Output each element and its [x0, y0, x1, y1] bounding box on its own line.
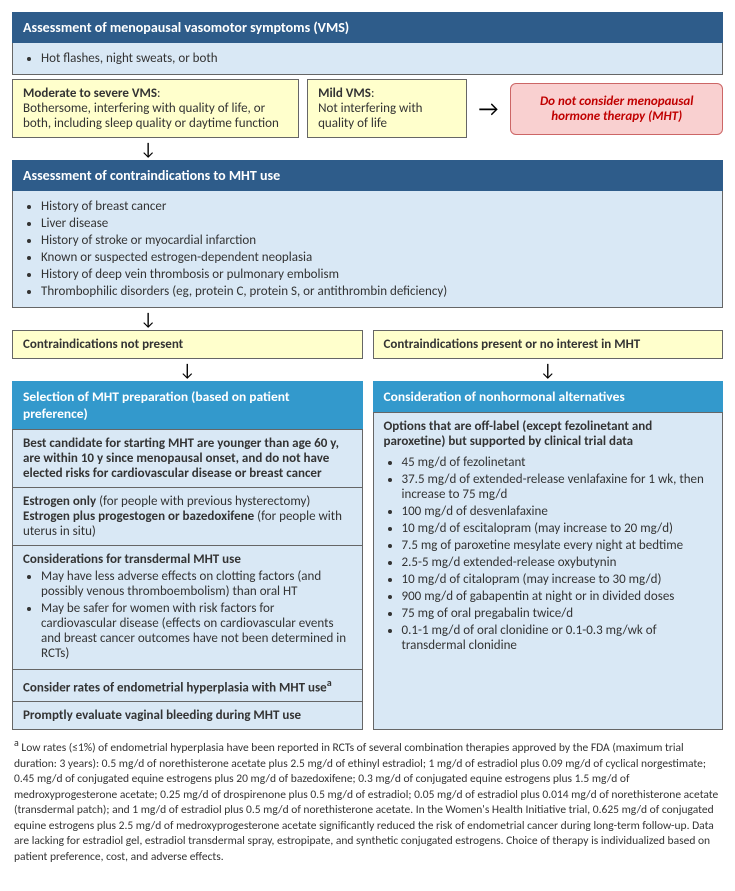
branch-right-label: Contraindications present or no interest… [373, 330, 724, 359]
estrogen-only-bold: Estrogen only [23, 494, 96, 509]
do-not-consider-box: Do not consider menopausal hormone thera… [510, 83, 723, 135]
moderate-vms-box: Moderate to severe VMS: Bothersome, inte… [12, 79, 299, 138]
best-candidate-cell: Best candidate for starting MHT are youn… [12, 429, 363, 488]
estrogen-plus-bold: Estrogen plus progestogen or bazedoxifen… [23, 509, 254, 524]
footnote-text: Low rates (≤1%) of endometrial hyperplas… [14, 741, 718, 864]
footnote-marker: a [14, 736, 19, 749]
list-item: History of breast cancer [41, 199, 712, 214]
nonhormonal-intro: Options that are off-label (except fezol… [384, 419, 713, 449]
moderate-label: Moderate to severe VMS [23, 86, 157, 101]
mild-vms-box: Mild VMS: Not interfering with quality o… [307, 79, 466, 138]
list-item: May have less adverse effects on clottin… [41, 569, 352, 599]
estrogen-cell: Estrogen only (for people with previous … [12, 488, 363, 546]
arrow-right-icon: → [475, 79, 503, 138]
left-panel-header: Selection of MHT preparation (based on p… [12, 381, 363, 429]
footnote-marker: a [327, 676, 332, 689]
mild-desc: Not interfering with quality of life [318, 101, 422, 131]
vaginal-cell: Promptly evaluate vaginal bleeding durin… [12, 702, 363, 730]
endometrial-text: Consider rates of endometrial hyperplasi… [23, 680, 327, 695]
list-item: History of deep vein thrombosis or pulmo… [41, 267, 712, 282]
list-item: 7.5 mg of paroxetine mesylate every nigh… [402, 538, 713, 553]
list-item: 37.5 mg/d of extended-release venlafaxin… [402, 472, 713, 502]
nonhormonal-cell: Options that are off-label (except fezol… [373, 412, 724, 730]
step2-list: History of breast cancer Liver disease His… [12, 191, 723, 308]
endometrial-cell: Consider rates of endometrial hyperplasi… [12, 670, 363, 702]
list-item: May be safer for women with risk factors… [41, 601, 352, 661]
arrow-down-icon: ↓ [12, 361, 363, 379]
list-item: Thrombophilic disorders (eg, protein C, … [41, 284, 712, 299]
estrogen-only-paren: (for people with previous hysterectomy) [96, 494, 310, 509]
right-panel-header: Consideration of nonhormonal alternative… [373, 381, 724, 412]
list-item: 45 mg/d of fezolinetant [402, 455, 713, 470]
list-item: Known or suspected estrogen-dependent ne… [41, 250, 712, 265]
list-item: 0.1-1 mg/d of oral clonidine or 0.1-0.3 … [402, 623, 713, 653]
footnote: a Low rates (≤1%) of endometrial hyperpl… [12, 736, 723, 865]
list-item: Liver disease [41, 216, 712, 231]
mild-label: Mild VMS [318, 86, 371, 101]
arrow-down-icon: ↓ [140, 140, 723, 158]
step1-symptoms: Hot flashes, night sweats, or both [12, 43, 723, 75]
arrow-down-icon: ↓ [140, 310, 723, 328]
moderate-desc: Bothersome, interfering with quality of … [23, 101, 279, 131]
list-item: 100 mg/d of desvenlafaxine [402, 504, 713, 519]
list-item: 2.5-5 mg/d extended-release oxybutynin [402, 555, 713, 570]
transdermal-heading: Considerations for transdermal MHT use [23, 552, 352, 567]
list-item: 10 mg/d of citalopram (may increase to 3… [402, 572, 713, 587]
step1-header: Assessment of menopausal vasomotor sympt… [12, 12, 723, 43]
branch-left-label: Contraindications not present [12, 330, 363, 359]
symptom-item: Hot flashes, night sweats, or both [41, 51, 712, 66]
list-item: 10 mg/d of escitalopram (may increase to… [402, 521, 713, 536]
list-item: History of stroke or myocardial infarcti… [41, 233, 712, 248]
step2-header: Assessment of contraindications to MHT u… [12, 160, 723, 191]
list-item: 75 mg of oral pregabalin twice/d [402, 606, 713, 621]
list-item: 900 mg/d of gabapentin at night or in di… [402, 589, 713, 604]
arrow-down-icon: ↓ [373, 361, 724, 379]
transdermal-cell: Considerations for transdermal MHT use M… [12, 546, 363, 670]
